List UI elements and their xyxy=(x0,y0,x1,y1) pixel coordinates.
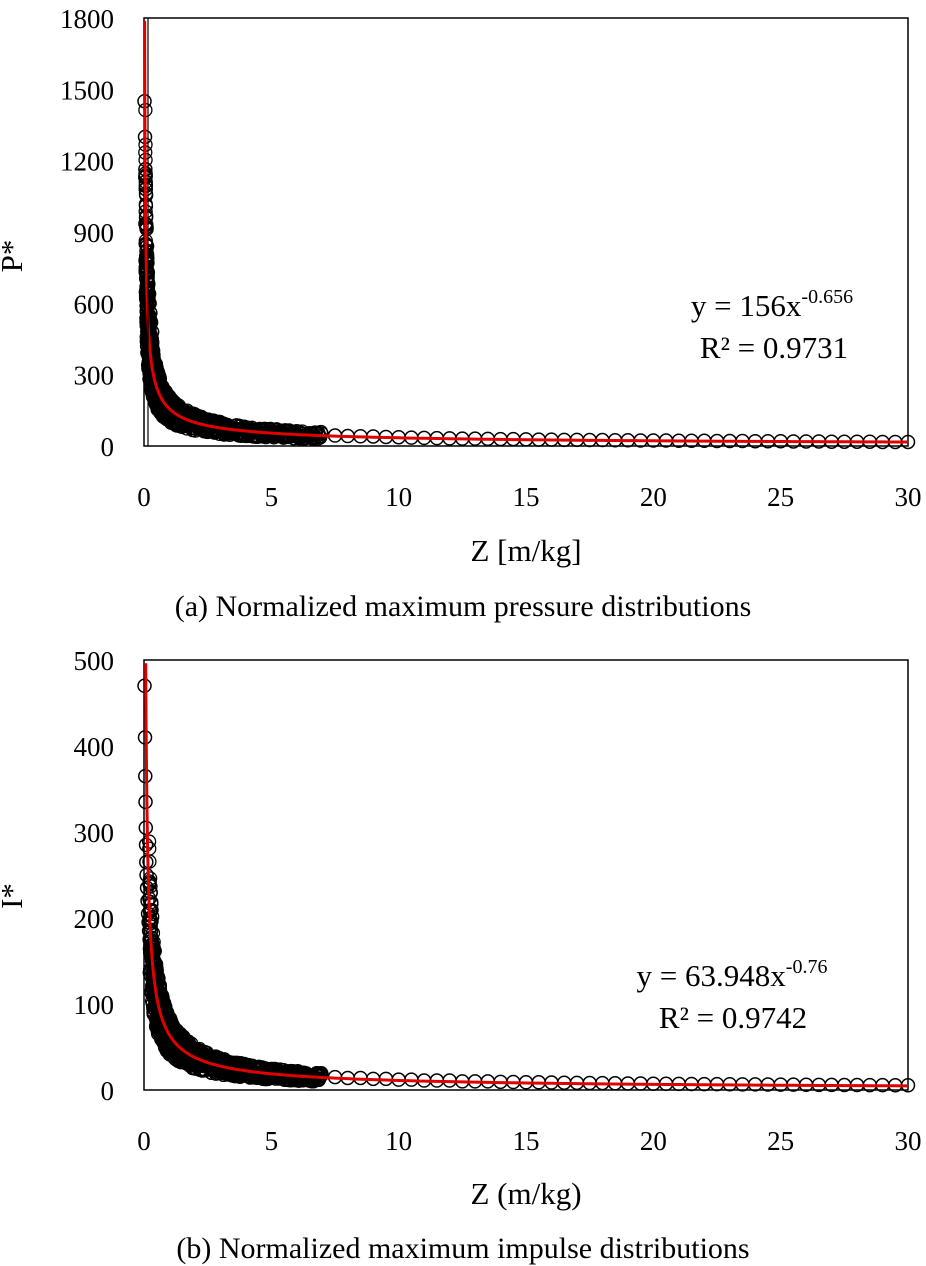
fit-curve xyxy=(143,20,909,444)
fit-curve xyxy=(144,663,909,1088)
y-tick-label: 100 xyxy=(74,990,115,1020)
r-squared: R² = 0.9742 xyxy=(659,1000,807,1035)
x-tick-label: 20 xyxy=(640,482,667,512)
y-tick-labels: 0 300 600 900 1200 1500 1800 xyxy=(60,4,114,462)
caption-b: (b) Normalized maximum impulse distribut… xyxy=(176,1232,749,1265)
fit-equation-text: y = 156x xyxy=(691,288,802,323)
fit-equation-exponent: -0.76 xyxy=(786,956,828,978)
x-tick-label: 30 xyxy=(895,1126,922,1156)
x-tick-label: 30 xyxy=(895,482,922,512)
x-tick-label: 0 xyxy=(137,1126,151,1156)
y-tick-label: 200 xyxy=(74,904,115,934)
x-tick-label: 10 xyxy=(385,1126,412,1156)
data-point xyxy=(141,286,157,302)
y-axis-label: P* xyxy=(0,240,29,273)
x-axis-label: Z [m/kg] xyxy=(470,533,581,568)
y-tick-label: 1800 xyxy=(60,4,114,34)
data-point xyxy=(142,296,157,311)
y-axis-label: I* xyxy=(0,883,29,909)
y-tick-label: 0 xyxy=(101,432,115,462)
data-points xyxy=(137,93,916,450)
fit-line xyxy=(143,18,909,446)
x-tick-labels: 0 5 10 15 20 25 30 xyxy=(137,482,921,512)
data-point xyxy=(143,305,158,321)
data-point-cluster xyxy=(143,871,158,886)
fit-equation: y = 63.948x-0.76 xyxy=(637,956,828,993)
y-tick-label: 1200 xyxy=(60,147,114,177)
fit-equation-exponent: -0.656 xyxy=(801,286,853,308)
x-tick-label: 10 xyxy=(385,482,412,512)
x-tick-label: 25 xyxy=(767,482,794,512)
x-tick-label: 20 xyxy=(640,1126,667,1156)
fit-line xyxy=(144,663,909,1088)
r-squared: R² = 0.9731 xyxy=(700,330,848,365)
fit-equation: y = 156x-0.656 xyxy=(691,286,853,323)
y-tick-label: 600 xyxy=(74,289,115,319)
x-tick-label: 5 xyxy=(265,482,279,512)
y-tick-label: 500 xyxy=(74,646,115,676)
panel-a-pressure: 0 300 600 900 1200 1500 1800 0 5 10 15 20 25 30 P* Z… xyxy=(0,4,922,623)
data-point xyxy=(144,324,160,340)
x-axis-label: Z (m/kg) xyxy=(470,1176,581,1211)
x-tick-label: 15 xyxy=(513,1126,540,1156)
x-tick-labels: 0 5 10 15 20 25 30 xyxy=(137,1126,921,1156)
data-point-cluster xyxy=(143,885,159,900)
data-point xyxy=(143,315,159,330)
x-tick-label: 15 xyxy=(513,482,540,512)
y-tick-label: 300 xyxy=(74,361,115,391)
y-tick-label: 900 xyxy=(74,218,115,248)
caption-a: (a) Normalized maximum pressure distribu… xyxy=(175,590,752,623)
x-tick-label: 5 xyxy=(265,1126,279,1156)
x-tick-label: 25 xyxy=(767,1126,794,1156)
y-tick-label: 0 xyxy=(101,1076,115,1106)
plot-area-frame xyxy=(143,17,909,447)
x-tick-label: 0 xyxy=(137,482,151,512)
y-tick-labels: 0 100 200 300 400 500 xyxy=(74,646,115,1106)
y-tick-label: 300 xyxy=(74,818,115,848)
y-tick-label: 1500 xyxy=(60,75,114,105)
fit-equation-text: y = 63.948x xyxy=(637,958,787,993)
panel-b-impulse: 0 100 200 300 400 500 0 5 10 15 20 25 30 I* Z (m/kg… xyxy=(0,646,922,1265)
y-tick-label: 400 xyxy=(74,732,115,762)
